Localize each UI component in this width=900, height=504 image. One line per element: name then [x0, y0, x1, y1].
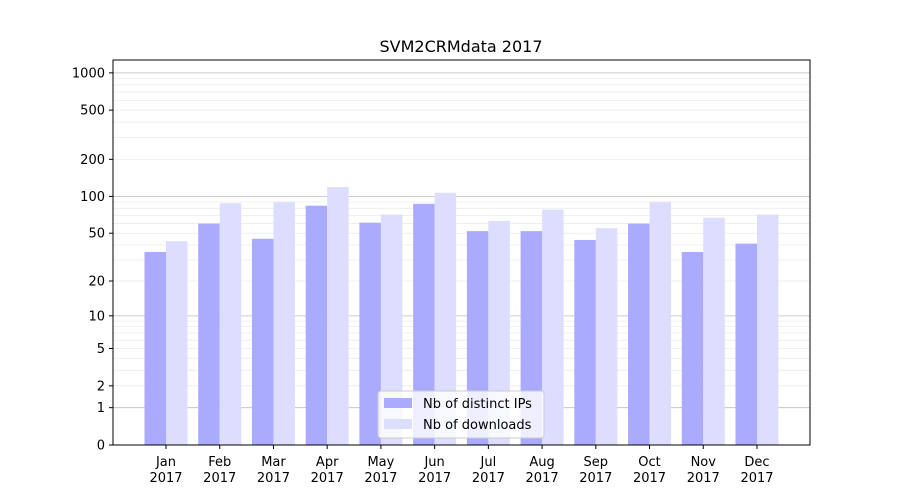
x-tick-label: 2017 — [257, 471, 290, 486]
x-tick-label: 2017 — [579, 471, 612, 486]
x-tick-label: Feb — [208, 455, 231, 470]
bar-downloads — [273, 202, 295, 445]
y-tick-label: 20 — [88, 275, 105, 290]
bar-distinct-ips — [198, 223, 220, 445]
x-tick-label: 2017 — [526, 471, 559, 486]
bar-downloads — [380, 214, 403, 445]
y-tick-label: 1000 — [72, 66, 105, 81]
bar-distinct-ips — [735, 243, 757, 445]
x-tick-label: 2017 — [633, 471, 666, 486]
legend-swatch — [384, 398, 412, 408]
bar-distinct-ips — [574, 239, 596, 445]
y-tick-label: 0 — [97, 439, 105, 454]
x-tick-label: Mar — [261, 455, 286, 470]
y-tick-label: 100 — [80, 190, 105, 205]
legend-box — [377, 390, 545, 439]
bar-distinct-ips — [628, 223, 650, 445]
x-tick-label: Jan — [155, 455, 176, 470]
bar-downloads — [327, 187, 349, 445]
x-tick-label: Dec — [744, 455, 769, 470]
bar-downloads — [542, 209, 564, 445]
legend-label: Nb of downloads — [423, 418, 532, 433]
x-tick-label: 2017 — [740, 471, 773, 486]
legend-label: Nb of distinct IPs — [423, 397, 532, 412]
bar-downloads — [757, 214, 779, 445]
x-tick-label: 2017 — [364, 471, 397, 486]
chart-title: SVM2CRMdata 2017 — [379, 37, 542, 56]
bar-downloads — [166, 241, 188, 445]
bar-distinct-ips — [681, 251, 704, 445]
bar-distinct-ips — [359, 222, 381, 445]
plot-frame — [112, 59, 811, 446]
bar-distinct-ips — [305, 205, 328, 445]
x-tick-label: Apr — [316, 455, 339, 470]
x-tick-label: Jul — [480, 455, 497, 470]
legend: Nb of distinct IPs Nb of downloads — [377, 390, 545, 439]
x-tick-label: Jun — [423, 455, 444, 470]
legend-swatch — [384, 419, 412, 429]
bar-downloads — [649, 202, 672, 445]
x-tick-label: May — [367, 455, 394, 470]
bar-distinct-ips — [413, 203, 435, 445]
y-tick-label: 5 — [97, 342, 105, 357]
bar-distinct-ips — [144, 251, 166, 445]
y-tick-label: 1 — [97, 401, 105, 416]
y-tick-label: 200 — [80, 153, 105, 168]
x-tick-label: Nov — [691, 455, 717, 470]
bar-distinct-ips — [251, 238, 274, 445]
bars — [144, 187, 779, 445]
x-tick-label: 2017 — [418, 471, 451, 486]
bar-downloads — [488, 220, 510, 445]
bar-downloads — [434, 192, 457, 445]
y-tick-label: 10 — [88, 309, 105, 324]
y-axis: 0 1 2 5 10 20 50 100 200 500 1000 — [72, 66, 113, 454]
bar-downloads — [703, 217, 725, 445]
y-tick-label: 500 — [80, 104, 105, 119]
x-tick-label: Oct — [638, 455, 660, 470]
y-tick-label: 2 — [97, 379, 105, 394]
bar-downloads — [219, 203, 242, 445]
x-tick-label: 2017 — [149, 471, 182, 486]
x-tick-label: Sep — [584, 455, 609, 470]
x-tick-label: 2017 — [203, 471, 236, 486]
x-tick-label: 2017 — [472, 471, 505, 486]
x-axis: Jan2017Feb2017Mar2017Apr2017May2017Jun20… — [149, 445, 774, 486]
bar-downloads — [595, 228, 618, 445]
y-tick-label: 50 — [88, 227, 105, 242]
x-tick-label: 2017 — [687, 471, 720, 486]
x-tick-label: 2017 — [311, 471, 344, 486]
x-tick-label: Aug — [529, 455, 554, 470]
